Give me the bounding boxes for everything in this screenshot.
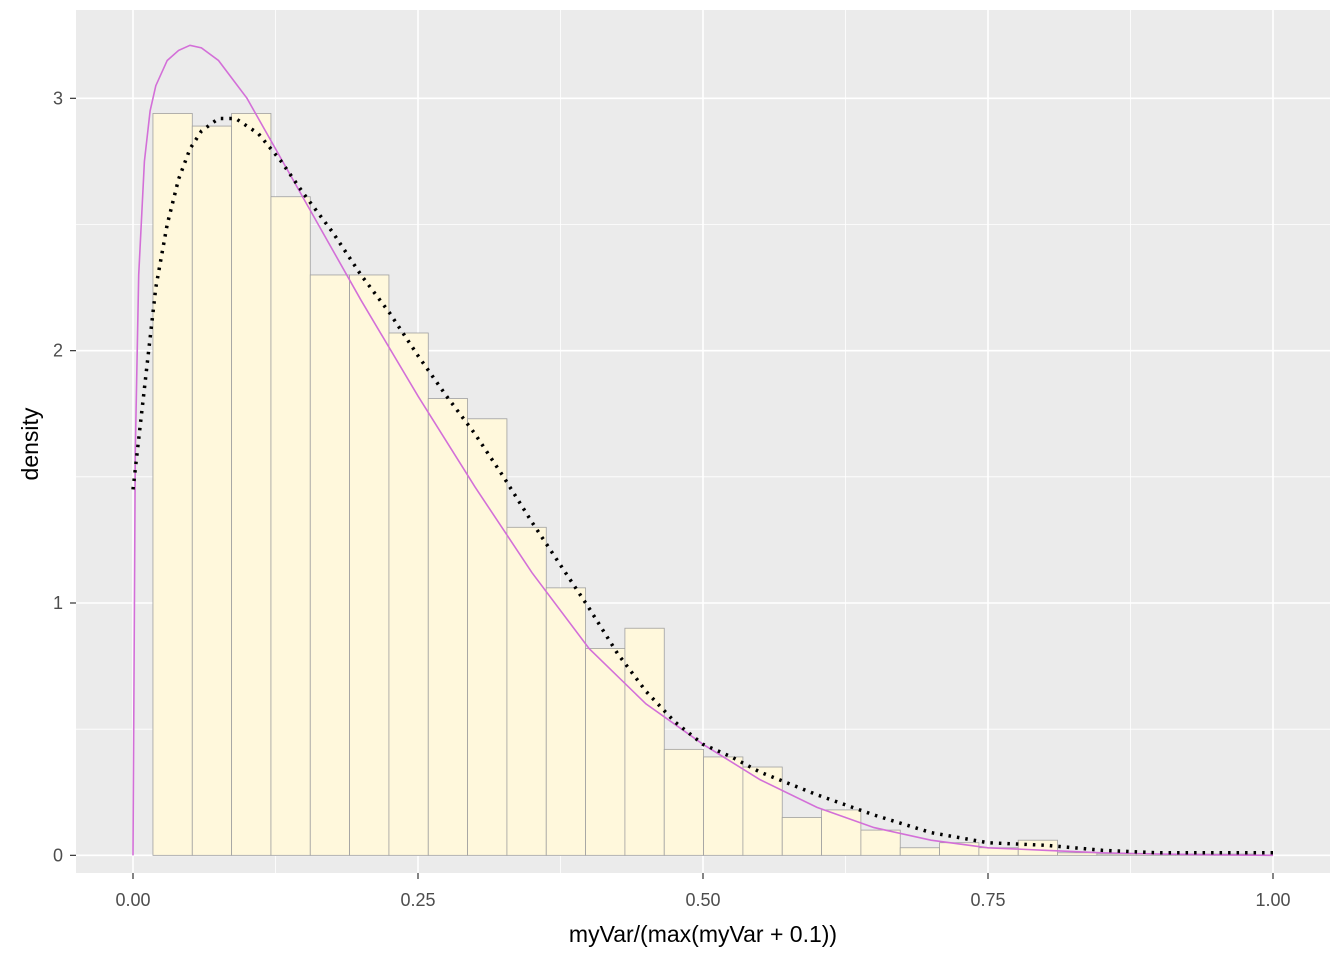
x-tick-label: 0.25 bbox=[400, 890, 435, 910]
histogram-bar bbox=[309, 274, 350, 856]
histogram-bar bbox=[152, 113, 193, 856]
x-axis-title: myVar/(max(myVar + 0.1)) bbox=[569, 921, 837, 947]
y-tick-label: 2 bbox=[53, 341, 63, 361]
histogram-bar bbox=[1017, 839, 1058, 856]
histogram-bar bbox=[781, 817, 822, 856]
y-axis-title: density bbox=[17, 407, 43, 480]
histogram-bar bbox=[388, 332, 429, 856]
histogram-bar bbox=[270, 196, 311, 856]
histogram-bar bbox=[1096, 853, 1137, 856]
y-tick-label: 0 bbox=[53, 845, 63, 865]
histogram-bar bbox=[506, 526, 547, 856]
x-axis-ticks: 0.00 0.25 0.50 0.75 1.00 bbox=[115, 873, 1291, 910]
x-tick-label: 0.00 bbox=[115, 890, 150, 910]
x-tick-label: 0.50 bbox=[685, 890, 720, 910]
histogram-bar bbox=[860, 829, 901, 856]
histogram-bar bbox=[585, 648, 626, 856]
histogram-bar bbox=[1057, 852, 1098, 856]
x-tick-label: 1.00 bbox=[1255, 890, 1290, 910]
histogram-bar bbox=[231, 113, 272, 856]
y-axis-ticks: 0 1 2 3 bbox=[53, 88, 76, 865]
x-tick-label: 0.75 bbox=[970, 890, 1005, 910]
density-lines bbox=[131, 44, 1274, 857]
y-tick-label: 1 bbox=[53, 593, 63, 613]
histogram-bar bbox=[663, 748, 704, 856]
histogram-bar bbox=[349, 274, 390, 856]
beta-curve-solid bbox=[132, 44, 1274, 857]
histogram-bar bbox=[821, 809, 862, 856]
histogram-bar bbox=[545, 587, 586, 856]
histogram-bar bbox=[427, 398, 468, 856]
histogram-bar bbox=[191, 125, 233, 856]
y-tick-label: 3 bbox=[53, 88, 63, 108]
histogram-bar bbox=[624, 627, 665, 856]
histogram-bars bbox=[152, 113, 1255, 856]
histogram-bar bbox=[703, 756, 744, 856]
histogram-bar bbox=[899, 847, 940, 856]
density-curve-dotted bbox=[131, 116, 1273, 855]
